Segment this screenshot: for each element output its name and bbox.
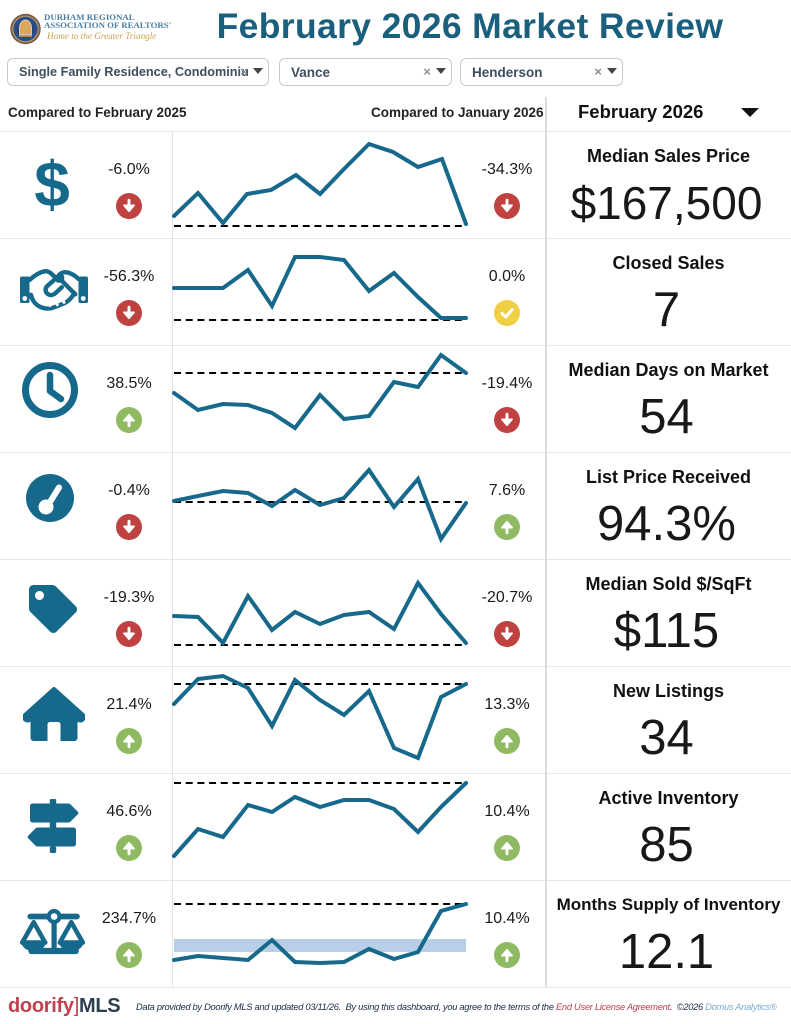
- svg-text:$: $: [34, 153, 70, 215]
